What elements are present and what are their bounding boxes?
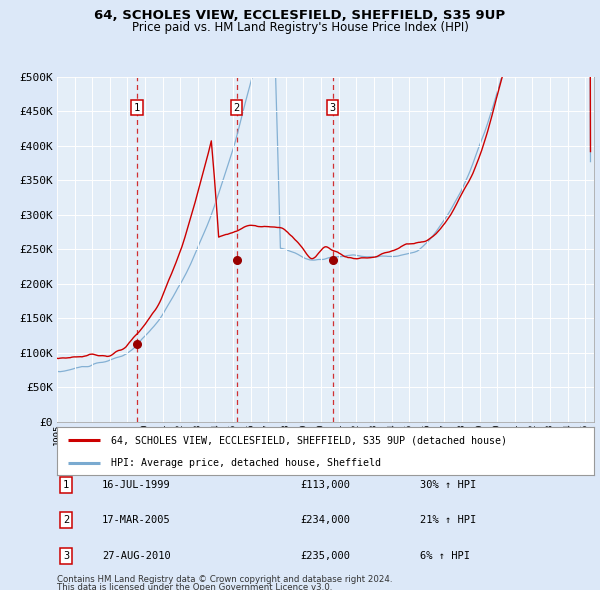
- Text: 2: 2: [233, 103, 240, 113]
- Text: 27-AUG-2010: 27-AUG-2010: [102, 551, 171, 560]
- Text: 17-MAR-2005: 17-MAR-2005: [102, 516, 171, 525]
- Text: 1: 1: [63, 480, 69, 490]
- Text: £235,000: £235,000: [300, 551, 350, 560]
- Text: Price paid vs. HM Land Registry's House Price Index (HPI): Price paid vs. HM Land Registry's House …: [131, 21, 469, 34]
- Text: 16-JUL-1999: 16-JUL-1999: [102, 480, 171, 490]
- Text: 1: 1: [134, 103, 140, 113]
- Text: 3: 3: [63, 551, 69, 560]
- Text: 6% ↑ HPI: 6% ↑ HPI: [420, 551, 470, 560]
- Text: £234,000: £234,000: [300, 516, 350, 525]
- Text: HPI: Average price, detached house, Sheffield: HPI: Average price, detached house, Shef…: [111, 458, 381, 468]
- Text: Contains HM Land Registry data © Crown copyright and database right 2024.: Contains HM Land Registry data © Crown c…: [57, 575, 392, 584]
- Text: 64, SCHOLES VIEW, ECCLESFIELD, SHEFFIELD, S35 9UP (detached house): 64, SCHOLES VIEW, ECCLESFIELD, SHEFFIELD…: [111, 435, 506, 445]
- Text: This data is licensed under the Open Government Licence v3.0.: This data is licensed under the Open Gov…: [57, 583, 332, 590]
- Text: 21% ↑ HPI: 21% ↑ HPI: [420, 516, 476, 525]
- Text: 3: 3: [329, 103, 335, 113]
- Text: 30% ↑ HPI: 30% ↑ HPI: [420, 480, 476, 490]
- Text: £113,000: £113,000: [300, 480, 350, 490]
- Text: 64, SCHOLES VIEW, ECCLESFIELD, SHEFFIELD, S35 9UP: 64, SCHOLES VIEW, ECCLESFIELD, SHEFFIELD…: [94, 9, 506, 22]
- Text: 2: 2: [63, 516, 69, 525]
